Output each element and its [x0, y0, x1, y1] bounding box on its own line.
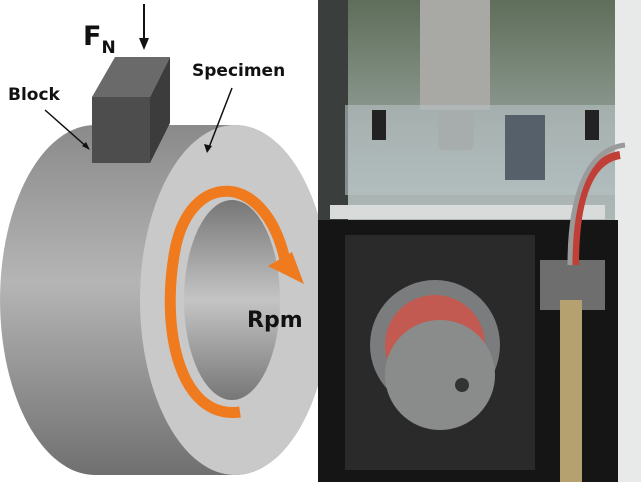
block: [92, 57, 170, 163]
force-label: FN: [83, 21, 116, 58]
block-label: Block: [8, 85, 61, 105]
rpm-label: Rpm: [247, 308, 303, 333]
rotation-arrow: [164, 185, 291, 418]
specimen-label: Specimen: [192, 61, 285, 81]
rotation-arrowhead: [268, 252, 304, 284]
tribometer-photo: [318, 0, 641, 482]
